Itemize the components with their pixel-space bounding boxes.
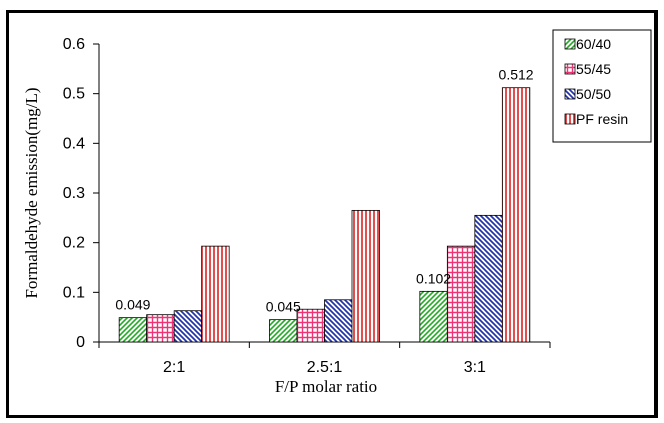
y-tick-label: 0.6: [63, 36, 85, 53]
data-labels: 0.049 0.045 0.102 0.512: [115, 67, 533, 315]
bar-60-40-1: [269, 319, 298, 343]
legend-label: 55/45: [576, 61, 611, 77]
x-tick-label: 3:1: [464, 359, 486, 376]
legend: 60/40 55/45 50/50 PF resin: [552, 29, 652, 143]
legend-label: 50/50: [576, 86, 611, 102]
bar-50-50-2: [474, 214, 503, 343]
legend-swatch: [564, 63, 576, 75]
y-tick-label: 0.4: [63, 135, 85, 152]
bar-50-50-0: [173, 310, 203, 343]
bar-50-50-1: [324, 299, 353, 343]
legend-label: PF resin: [576, 111, 628, 127]
y-tick-label: 0.5: [63, 86, 85, 103]
x-axis-title: F/P molar ratio: [275, 377, 377, 396]
x-axis-ticks: 2:1 2.5:1 3:1: [98, 342, 551, 376]
legend-swatch: [564, 38, 576, 50]
x-tick-label: 2:1: [163, 359, 185, 376]
y-tick-label: 0.1: [63, 284, 85, 301]
y-tick-label: 0.3: [63, 185, 85, 202]
bar-60-40-2: [419, 290, 448, 343]
y-tick-label: 0.2: [63, 235, 85, 252]
bar-pf-resin-0: [201, 245, 230, 343]
legend-swatch: [564, 88, 576, 100]
bars: [118, 87, 531, 343]
data-label: 0.045: [266, 299, 301, 315]
data-label: 0.049: [115, 297, 150, 313]
bar-55-45-1: [296, 308, 325, 343]
legend-swatch: [564, 113, 576, 125]
bar-60-40-0: [118, 317, 148, 343]
data-label: 0.512: [499, 67, 534, 83]
legend-label: 60/40: [576, 36, 611, 52]
bar-55-45-2: [446, 245, 476, 343]
bar-pf-resin-2: [501, 87, 531, 343]
x-tick-label: 2.5:1: [307, 359, 343, 376]
y-axis-ticks: 0 0.1 0.2 0.3 0.4 0.5 0.6: [63, 36, 99, 351]
data-label: 0.102: [416, 270, 451, 286]
bar-55-45-0: [146, 314, 175, 343]
bar-pf-resin-1: [351, 209, 380, 343]
y-axis-title: Formaldehyde emission(mg/L): [22, 87, 41, 298]
chart-frame: [6, 10, 658, 418]
y-tick-label: 0: [76, 334, 85, 351]
